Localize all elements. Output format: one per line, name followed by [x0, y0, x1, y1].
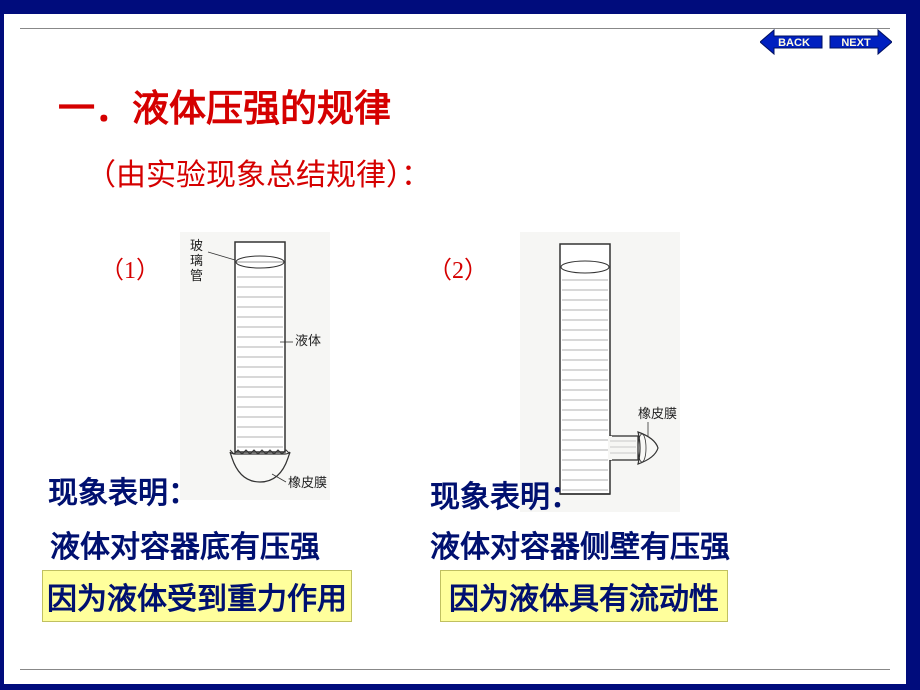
- experiment-1-label: （1）: [100, 250, 160, 285]
- label-membrane-2: 橡皮膜: [638, 406, 677, 421]
- diagram-2: 橡皮膜: [520, 232, 680, 512]
- reason-1: 因为液体受到重力作用: [47, 583, 347, 616]
- observation-1: 液体对容器底有压强: [50, 522, 320, 566]
- next-button[interactable]: NEXT: [828, 28, 892, 56]
- observation-2: 液体对容器侧壁有压强: [430, 522, 730, 566]
- page-title: 一．液体压强的规律: [58, 78, 391, 132]
- back-button[interactable]: BACK: [760, 28, 824, 56]
- label-membrane-1: 橡皮膜: [288, 475, 327, 490]
- next-label: NEXT: [841, 37, 871, 49]
- label-liquid: 液体: [295, 333, 321, 348]
- label-tube: 玻: [190, 238, 203, 253]
- reason-box-2: 因为液体具有流动性: [440, 570, 728, 622]
- back-label: BACK: [778, 37, 810, 49]
- reason-box-1: 因为液体受到重力作用: [42, 570, 352, 622]
- reason-2: 因为液体具有流动性: [449, 583, 719, 616]
- page-subtitle: （由实验现象总结规律）：: [86, 150, 431, 194]
- nav-buttons: BACK NEXT: [760, 28, 892, 56]
- bottom-rule: [20, 669, 890, 670]
- diagram-1: 玻 璃 管 液体 橡皮膜: [180, 232, 330, 500]
- observation-label-2: 现象表明：: [430, 472, 580, 516]
- svg-text:璃: 璃: [190, 253, 203, 268]
- svg-text:管: 管: [190, 268, 203, 283]
- experiment-2-label: （2）: [428, 250, 488, 285]
- observation-label-1: 现象表明：: [48, 468, 198, 512]
